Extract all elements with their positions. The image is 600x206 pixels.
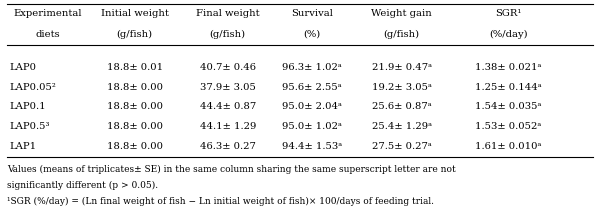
Text: LAP0.5³: LAP0.5³ [10, 122, 50, 130]
Text: 1.54± 0.035ᵃ: 1.54± 0.035ᵃ [475, 102, 541, 111]
Text: Final weight: Final weight [196, 9, 260, 18]
Text: Values (means of triplicates± SE) in the same column sharing the same superscrip: Values (means of triplicates± SE) in the… [7, 164, 456, 173]
Text: LAP0: LAP0 [10, 63, 37, 72]
Text: 44.4± 0.87: 44.4± 0.87 [200, 102, 256, 111]
Text: 1.53± 0.052ᵃ: 1.53± 0.052ᵃ [475, 122, 541, 130]
Text: (g/fish): (g/fish) [116, 30, 153, 39]
Text: (%/day): (%/day) [489, 30, 527, 39]
Text: 46.3± 0.27: 46.3± 0.27 [200, 141, 256, 150]
Text: 19.2± 3.05ᵃ: 19.2± 3.05ᵃ [372, 82, 431, 91]
Text: significantly different (p > 0.05).: significantly different (p > 0.05). [7, 180, 158, 189]
Text: diets: diets [35, 30, 60, 39]
Text: 44.1± 1.29: 44.1± 1.29 [200, 122, 256, 130]
Text: SGR¹: SGR¹ [495, 9, 521, 18]
Text: 40.7± 0.46: 40.7± 0.46 [200, 63, 256, 72]
Text: Experimental: Experimental [13, 9, 82, 18]
Text: 95.6± 2.55ᵃ: 95.6± 2.55ᵃ [282, 82, 341, 91]
Text: 18.8± 0.00: 18.8± 0.00 [107, 82, 163, 91]
Text: 18.8± 0.00: 18.8± 0.00 [107, 122, 163, 130]
Text: 18.8± 0.00: 18.8± 0.00 [107, 102, 163, 111]
Text: 1.38± 0.021ᵃ: 1.38± 0.021ᵃ [475, 63, 541, 72]
Text: Initial weight: Initial weight [101, 9, 169, 18]
Text: 96.3± 1.02ᵃ: 96.3± 1.02ᵃ [282, 63, 341, 72]
Text: (%): (%) [303, 30, 320, 39]
Text: 37.9± 3.05: 37.9± 3.05 [200, 82, 256, 91]
Text: ¹SGR (%/day) = (Ln final weight of fish − Ln initial weight of fish)× 100/days o: ¹SGR (%/day) = (Ln final weight of fish … [7, 196, 434, 205]
Text: (g/fish): (g/fish) [209, 30, 246, 39]
Text: (g/fish): (g/fish) [383, 30, 420, 39]
Text: 25.4± 1.29ᵃ: 25.4± 1.29ᵃ [372, 122, 432, 130]
Text: 95.0± 1.02ᵃ: 95.0± 1.02ᵃ [282, 122, 341, 130]
Text: LAP0.1: LAP0.1 [10, 102, 46, 111]
Text: 18.8± 0.00: 18.8± 0.00 [107, 141, 163, 150]
Text: 1.61± 0.010ᵃ: 1.61± 0.010ᵃ [475, 141, 541, 150]
Text: LAP0.05²: LAP0.05² [10, 82, 56, 91]
Text: Survival: Survival [291, 9, 332, 18]
Text: 27.5± 0.27ᵃ: 27.5± 0.27ᵃ [372, 141, 431, 150]
Text: 94.4± 1.53ᵃ: 94.4± 1.53ᵃ [281, 141, 342, 150]
Text: 1.25± 0.144ᵃ: 1.25± 0.144ᵃ [475, 82, 542, 91]
Text: 25.6± 0.87ᵃ: 25.6± 0.87ᵃ [372, 102, 431, 111]
Text: 18.8± 0.01: 18.8± 0.01 [107, 63, 163, 72]
Text: 21.9± 0.47ᵃ: 21.9± 0.47ᵃ [372, 63, 432, 72]
Text: 95.0± 2.04ᵃ: 95.0± 2.04ᵃ [282, 102, 341, 111]
Text: Weight gain: Weight gain [371, 9, 432, 18]
Text: LAP1: LAP1 [10, 141, 37, 150]
